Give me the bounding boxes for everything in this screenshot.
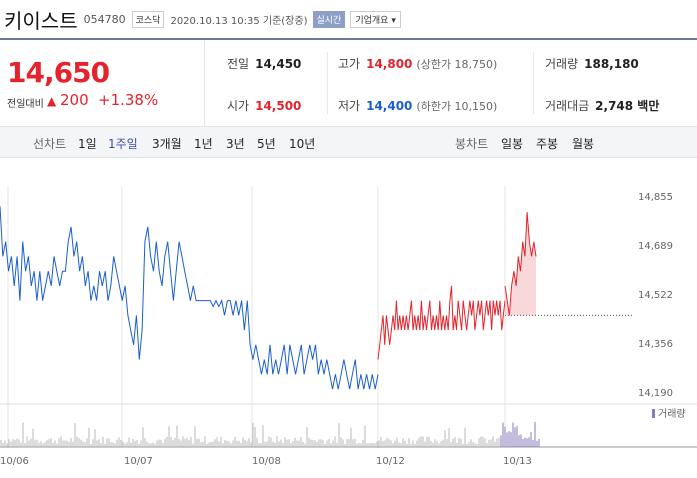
- area-fill: [505, 212, 536, 316]
- prev-close-value: 14,450: [255, 57, 302, 71]
- stock-name: 키이스트: [4, 8, 78, 33]
- change-label: 전일대비: [7, 99, 44, 110]
- volume-value: 188,180: [584, 57, 639, 71]
- price-series-line: [0, 206, 379, 390]
- company-info-button[interactable]: 기업개요 ▾: [350, 10, 401, 28]
- candle-chart-label: 봉차트: [455, 137, 489, 151]
- divider: [327, 52, 328, 114]
- x-tick-label: 10/13: [503, 456, 532, 467]
- tab-3y[interactable]: 3년: [226, 137, 245, 151]
- open-label: 시가: [227, 99, 250, 113]
- prev-close: 전일 14,450: [227, 55, 301, 72]
- price-series-line: [504, 212, 537, 316]
- volume-label: 거래량: [545, 57, 579, 71]
- open-value: 14,500: [255, 99, 302, 113]
- low-label: 저가: [338, 99, 361, 113]
- y-tick-label: 14,689: [638, 241, 673, 252]
- price-series-line: [377, 285, 506, 360]
- stats-panel: 전일 14,450 고가 14,800 (상한가 18,750) 거래량 188,180…: [205, 40, 697, 126]
- y-tick-label: 14,356: [638, 339, 673, 350]
- line-chart-label: 선차트: [33, 137, 67, 151]
- tab-daily[interactable]: 일봉: [501, 137, 524, 151]
- tab-3m[interactable]: 3개월: [152, 137, 182, 151]
- volume: 거래량 188,180: [545, 55, 639, 72]
- change-value: 200: [60, 91, 89, 109]
- tab-weekly[interactable]: 주봉: [536, 137, 559, 151]
- price-chart[interactable]: 14,855 14,689 14,522 14,356 14,190 거래량 10/06 10…: [0, 158, 697, 478]
- current-price: 14,650: [7, 56, 110, 89]
- high-label: 고가: [338, 57, 361, 71]
- chart-tabbar: 선차트 1일 1주일 3개월 1년 3년 5년 10년 봉차트 일봉 주봉 월봉: [0, 126, 697, 158]
- up-arrow-icon: ▲: [47, 94, 57, 108]
- tab-1y[interactable]: 1년: [194, 137, 213, 151]
- open-price: 시가 14,500: [227, 97, 301, 114]
- high-value: 14,800: [366, 57, 413, 71]
- y-tick-label: 14,522: [638, 290, 673, 301]
- prev-close-label: 전일: [227, 57, 250, 71]
- divider: [533, 52, 534, 114]
- timestamp: 2020.10.13 10:35 기준(장중): [170, 15, 308, 27]
- realtime-button[interactable]: 실시간: [312, 10, 346, 28]
- amount-label: 거래대금: [545, 99, 590, 113]
- low-price: 저가 14,400 (하한가 10,150): [338, 97, 497, 114]
- stock-header: 키이스트 054780 코스닥 2020.10.13 10:35 기준(장중) …: [0, 0, 697, 38]
- y-tick-label: 14,190: [638, 388, 673, 399]
- x-tick-label: 10/06: [0, 456, 29, 467]
- trade-amount: 거래대금 2,748 백만: [545, 97, 659, 114]
- upper-limit: (상한가 18,750): [416, 58, 498, 71]
- market-badge: 코스닥: [131, 10, 165, 28]
- tab-1d[interactable]: 1일: [78, 137, 97, 151]
- x-tick-label: 10/08: [252, 456, 281, 467]
- volume-legend-label: 거래량: [658, 408, 686, 420]
- stock-code: 054780: [83, 12, 126, 26]
- amount-value: 2,748 백만: [595, 99, 660, 113]
- header-divider: [0, 38, 697, 40]
- tab-5y[interactable]: 5년: [257, 137, 276, 151]
- tab-monthly[interactable]: 월봉: [572, 137, 595, 151]
- tab-10y[interactable]: 10년: [289, 137, 316, 151]
- tab-1w[interactable]: 1주일: [108, 137, 138, 151]
- price-panel: 14,650 전일대비 ▲ 200 +1.38%: [0, 40, 205, 126]
- change-rate: +1.38%: [98, 91, 159, 109]
- x-tick-label: 10/07: [124, 456, 153, 467]
- x-tick-label: 10/12: [376, 456, 405, 467]
- high-price: 고가 14,800 (상한가 18,750): [338, 55, 497, 72]
- y-tick-label: 14,855: [638, 192, 673, 203]
- volume-legend-swatch: [652, 409, 655, 418]
- lower-limit: (하한가 10,150): [416, 100, 498, 113]
- low-value: 14,400: [366, 99, 413, 113]
